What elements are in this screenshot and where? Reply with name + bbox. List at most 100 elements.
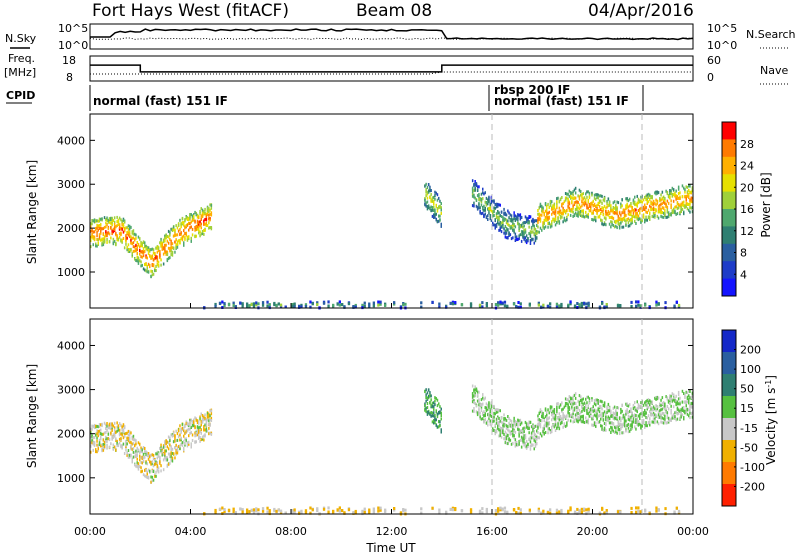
- power-cell: [625, 213, 627, 217]
- power-cell: [117, 237, 120, 241]
- power-cell: [576, 214, 578, 217]
- velocity-cell: [608, 428, 611, 432]
- velocity-cell: [185, 437, 187, 441]
- velocity-cell: [120, 444, 122, 448]
- velocity-cell: [100, 428, 102, 432]
- power-cell: [149, 254, 151, 258]
- velocity-cell: [91, 441, 93, 445]
- velocity-cell: [110, 442, 112, 446]
- velocity-cell: [610, 431, 612, 434]
- velocity-cell: [615, 416, 617, 420]
- power-cell: [664, 209, 666, 213]
- velocity-cell: [179, 447, 181, 451]
- velocity-cell: [543, 424, 545, 428]
- power-cell: [566, 196, 568, 200]
- power-cell: [580, 301, 583, 305]
- velocity-cell: [136, 465, 138, 469]
- velocity-cell: [640, 424, 642, 427]
- power-cell: [322, 301, 326, 305]
- velocity-cell: [685, 400, 687, 404]
- velocity-cell: [433, 419, 435, 422]
- velocity-cell: [102, 446, 105, 449]
- velocity-cell: [539, 425, 542, 429]
- velocity-cell: [503, 418, 505, 422]
- velocity-cell: [566, 402, 568, 405]
- velocity-cell: [623, 421, 626, 425]
- velocity-cell: [534, 424, 537, 428]
- power-cell: [625, 207, 627, 211]
- power-cell: [196, 223, 199, 227]
- power-cell: [530, 230, 533, 234]
- velocity-cell: [631, 411, 633, 415]
- velocity-cell: [483, 414, 485, 418]
- velocity-cell: [479, 415, 481, 419]
- power-cell: [660, 211, 662, 215]
- velocity-cell: [492, 405, 494, 408]
- power-cell: [591, 193, 593, 197]
- velocity-cell: [517, 423, 519, 427]
- power-cell: [165, 236, 167, 240]
- velocity-cell: [436, 415, 439, 419]
- velocity-cell: [502, 421, 504, 425]
- power-cell: [639, 209, 641, 213]
- power-cell: [127, 247, 130, 251]
- velocity-cell: [601, 411, 603, 415]
- velocity-cell: [587, 406, 589, 409]
- power-cell: [165, 243, 167, 247]
- power-cell: [316, 301, 319, 305]
- velocity-cell: [554, 417, 557, 421]
- power-cell: [255, 301, 258, 305]
- velocity-cell: [474, 402, 476, 405]
- cpid-segment-2: rbsp 200 IF: [494, 83, 570, 97]
- velocity-cell: [686, 412, 689, 416]
- power-cell: [95, 228, 97, 231]
- power-cell: [595, 208, 597, 212]
- velocity-cell: [686, 408, 689, 412]
- power-cell: [188, 217, 190, 220]
- velocity-cell: [490, 405, 493, 409]
- velocity-cell: [478, 390, 480, 394]
- power-cell: [164, 239, 166, 243]
- power-colorbar-swatch: [722, 139, 736, 158]
- velocity-cell: [90, 441, 92, 445]
- power-cell: [487, 202, 489, 206]
- power-cell: [656, 190, 659, 194]
- velocity-cell: [273, 507, 276, 511]
- power-cell: [489, 202, 491, 206]
- power-cell: [208, 221, 210, 225]
- velocity-colorbar-label: 100: [740, 363, 761, 376]
- velocity-cell: [553, 408, 556, 411]
- velocity-cell: [686, 395, 689, 399]
- power-cell: [156, 250, 159, 254]
- velocity-cell: [620, 411, 622, 415]
- power-cell: [578, 188, 581, 192]
- velocity-cell: [473, 389, 475, 393]
- power-cell: [522, 233, 524, 237]
- velocity-cell: [635, 414, 637, 417]
- velocity-cell: [140, 456, 142, 460]
- power-cell: [510, 214, 513, 218]
- power-cell: [189, 222, 191, 226]
- velocity-cell: [507, 433, 509, 437]
- velocity-cell: [579, 417, 582, 421]
- power-cell: [205, 224, 208, 227]
- power-cell: [655, 190, 657, 194]
- velocity-cell: [196, 419, 199, 423]
- velocity-cell: [426, 410, 429, 414]
- velocity-cell: [520, 435, 523, 439]
- velocity-cell: [93, 443, 96, 447]
- velocity-cell: [198, 437, 200, 440]
- velocity-cell: [536, 424, 538, 428]
- velocity-cell: [488, 416, 490, 420]
- power-cell: [193, 214, 195, 218]
- velocity-cell: [677, 411, 680, 415]
- power-cell: [610, 215, 612, 219]
- power-cell: [685, 198, 687, 202]
- power-cell: [610, 225, 612, 229]
- time-axis: 00:00 04:00 08:00 12:00 16:00 20:00 00:00: [74, 303, 709, 538]
- power-cell: [494, 206, 496, 210]
- power-cell: [625, 197, 627, 201]
- power-cell: [662, 199, 665, 203]
- power-cell: [151, 273, 154, 277]
